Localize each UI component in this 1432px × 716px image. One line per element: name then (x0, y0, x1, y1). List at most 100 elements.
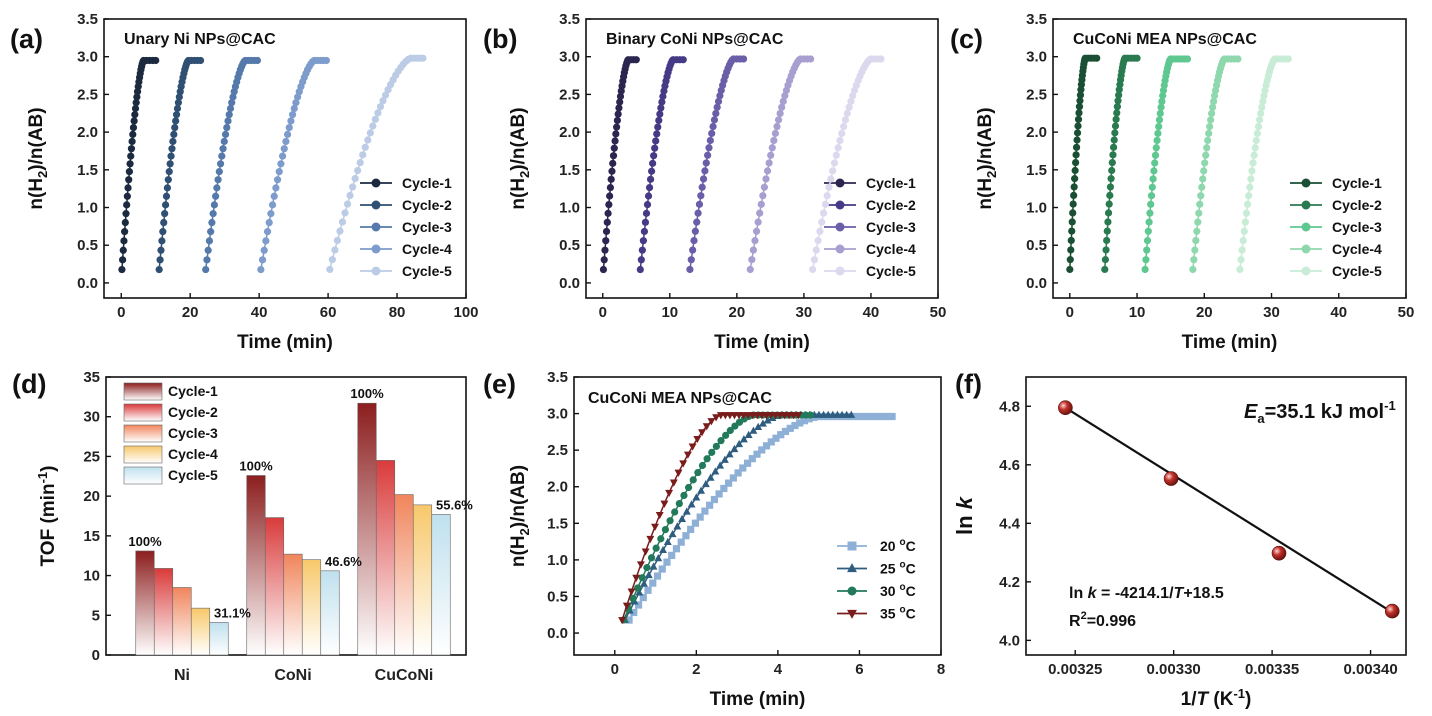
panel-d-annotation: 55.6% (436, 497, 473, 512)
panel-c-data-point (1148, 183, 1156, 191)
panel-b-legend-marker (835, 178, 845, 188)
panel-a-data-point (338, 218, 347, 226)
panel-b-data-point (601, 246, 609, 254)
panel-b-data-point (614, 110, 622, 118)
panel-e-data-point (729, 474, 737, 482)
panel-a-legend-marker (371, 178, 381, 188)
panel-c-data-point (1150, 167, 1158, 175)
panel-a-data-point (267, 210, 275, 218)
panel-b-data-point (714, 97, 723, 105)
panel-c-ytick-label: 3.5 (1026, 11, 1047, 28)
panel-b-data-point (616, 98, 624, 106)
panel-e-data-point (702, 423, 711, 431)
panel-e-xlabel: Time (min) (710, 689, 806, 710)
panel-e-data-point (677, 538, 685, 546)
panel-b-data-point (605, 200, 613, 209)
panel-d-legend-label: Cycle-3 (168, 425, 218, 441)
panel-d-legend-swatch (123, 424, 163, 443)
panel-a-data-point (328, 256, 336, 264)
panel-a-data-point (225, 111, 233, 119)
panel-d-bar (301, 559, 322, 656)
panel-e-data-point (703, 455, 711, 463)
panel-b-data-point (599, 265, 608, 274)
panel-a-series-line (260, 59, 327, 270)
panel-e-data-point (726, 426, 734, 435)
panel-e-data-point (634, 584, 642, 592)
panel-a-data-point (333, 236, 342, 245)
panel-a-data-point (210, 201, 218, 209)
panel-a-data-point (165, 168, 173, 176)
panel-e-data-point (630, 608, 638, 617)
panel-b-data-point (606, 183, 615, 192)
panel-a-data-point (203, 256, 211, 264)
panel-b-series-5 (809, 55, 885, 274)
panel-e-data-point (743, 459, 752, 467)
panel-a-xtick-label: 20 (182, 304, 199, 321)
panel-c-data-point (1151, 159, 1159, 167)
panel-c-data-point (1070, 191, 1078, 200)
panel-a-series-4 (257, 56, 330, 274)
panel-e-series-4 (618, 412, 803, 625)
panel-b-data-point (695, 200, 704, 208)
panel-a-data-point (351, 175, 359, 183)
panel-f-xtick-label: 0.00335 (1245, 661, 1299, 678)
panel-f-label: (f) (955, 369, 982, 399)
panel-c-xtick-label: 40 (1330, 304, 1347, 321)
panel-b-data-point (613, 116, 621, 125)
panel-a-data-point (152, 56, 160, 65)
panel-f-frame (1025, 376, 1407, 656)
panel-a-data-point (127, 152, 135, 160)
panel-e-data-point (706, 501, 714, 509)
panel-b-data-point (606, 192, 614, 200)
panel-b-data-point (713, 103, 721, 111)
panel-c-data-point (1072, 151, 1080, 159)
panel-a-label: (a) (10, 24, 43, 54)
panel-b-data-point (708, 129, 716, 137)
panel-b-data-point (838, 129, 846, 137)
panel-b-data-point (706, 136, 714, 145)
panel-e-data-point (665, 489, 674, 498)
panel-c-data-point (1249, 159, 1257, 167)
panel-b: 0.0 0.5 1.0 1.5 2.0 2.5 3.0 3.5 0 10 20 30 40 50 (b) Ti… (483, 11, 946, 353)
panel-c-data-point (1208, 109, 1216, 118)
panel-a-data-point (216, 160, 225, 168)
panel-c-data-point (1158, 97, 1166, 105)
panel-a-data-point (196, 56, 205, 65)
panel-e-data-point (708, 448, 716, 456)
panel-e-data-point (712, 442, 720, 450)
panel-b-data-point (609, 152, 618, 160)
panel-c-ylabel: n(H2)/n(AB) (975, 107, 999, 209)
panel-d-bar (246, 475, 266, 656)
panel-b-data-point (702, 159, 710, 167)
panel-c-data-point (1093, 54, 1101, 62)
panel-d-category-label: Ni (174, 667, 190, 684)
panel-b-data-point (639, 237, 647, 245)
panel-e-ytick-label: 1.5 (547, 515, 568, 532)
panel-e-data-point (692, 493, 701, 501)
panel-a-data-point (169, 137, 177, 146)
panel-e-data-point (673, 522, 682, 530)
panel-f-data-point (1163, 471, 1179, 486)
panel-c-legend-marker (1301, 222, 1311, 232)
panel-e-data-point (734, 469, 742, 477)
panel-b-data-point (834, 144, 842, 152)
panel-e-data-point (696, 513, 704, 521)
panel-c-data-point (1209, 103, 1217, 111)
panel-c-data-point (1067, 246, 1075, 254)
panel-c-data-point (1106, 183, 1115, 191)
panel-e-data-point (716, 461, 725, 469)
panel-c-data-point (1105, 200, 1113, 208)
panel-b-data-point (836, 136, 844, 145)
panel-f-data-point (1271, 545, 1287, 561)
panel-c-data-point (1207, 116, 1215, 124)
panel-b-legend-label: Cycle-5 (866, 263, 916, 279)
panel-d-bar (264, 517, 285, 656)
panel-a-data-point (173, 104, 182, 113)
panel-b-ytick-label: 0.0 (559, 275, 580, 292)
panel-b-data-point (841, 116, 850, 124)
panel-b-legend-label: Cycle-2 (866, 197, 916, 213)
panel-e-data-point (694, 468, 702, 477)
panel-b-frame (585, 18, 939, 299)
panel-b-data-point (830, 159, 839, 167)
panel-e-data-point (806, 411, 815, 419)
